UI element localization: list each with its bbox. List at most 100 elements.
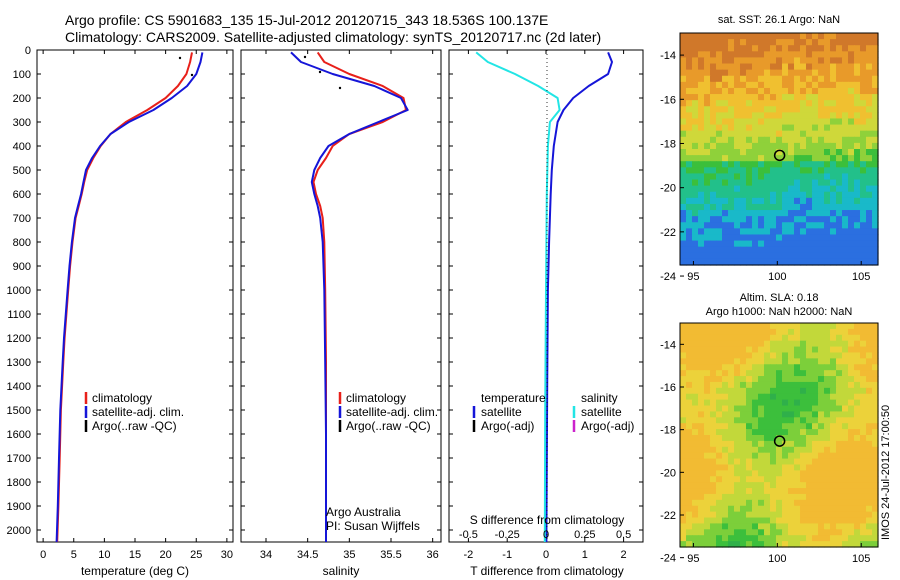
map-cell: [872, 210, 879, 217]
map-cell: [734, 210, 741, 217]
map-cell: [734, 234, 741, 242]
map-cell: [860, 197, 867, 205]
map-cell: [740, 94, 747, 101]
map-cell: [746, 381, 753, 389]
map-cell: [734, 130, 741, 138]
map-cell: [800, 541, 807, 548]
map-cell: [764, 446, 771, 454]
map-cell: [686, 33, 693, 40]
map-cell: [752, 63, 759, 71]
map-cell: [866, 405, 873, 413]
map-cell: [686, 435, 693, 442]
map-cell: [692, 511, 699, 519]
map-cell: [812, 185, 819, 193]
series-line-satellite-adj-clim-: [290, 51, 409, 542]
map-cell: [842, 179, 849, 187]
map-cell: [776, 470, 783, 477]
map-cell: [860, 234, 867, 242]
map-cell: [728, 252, 735, 260]
legend-label-argo: Argo(..raw -QC): [92, 419, 177, 433]
map-cell: [872, 258, 879, 266]
map-cell: [752, 370, 759, 377]
map-cell: [848, 364, 855, 371]
map-cell: [830, 517, 837, 525]
map-cell: [716, 340, 723, 348]
map-cell: [788, 197, 795, 205]
map-cell: [740, 100, 747, 107]
map-cell: [692, 417, 699, 424]
map-cell: [692, 149, 699, 156]
map-cell: [692, 393, 699, 401]
map-cell: [776, 197, 783, 205]
map-cell: [710, 234, 717, 242]
map-cell: [680, 482, 687, 489]
map-cell: [782, 124, 789, 132]
map-cell: [872, 100, 879, 107]
map-cell: [740, 493, 747, 501]
map-cell: [740, 458, 747, 466]
map-cell: [806, 112, 813, 120]
map-cell: [866, 203, 873, 211]
map-cell: [836, 340, 843, 348]
map-cell: [818, 505, 825, 513]
map-cell: [764, 381, 771, 389]
map-cell: [692, 470, 699, 477]
map-cell: [686, 197, 693, 205]
map-cell: [824, 252, 831, 260]
map-cell: [836, 376, 843, 383]
map-cell: [746, 124, 753, 132]
map-cell: [830, 470, 837, 477]
map-cell: [806, 87, 813, 95]
map-cell: [866, 387, 873, 395]
map-cell: [812, 87, 819, 95]
map-cell: [842, 405, 849, 413]
map-cell: [830, 45, 837, 52]
map-cell: [800, 505, 807, 513]
map-cell: [770, 185, 777, 193]
map-cell: [740, 517, 747, 525]
depth-tick-label: 500: [13, 165, 31, 177]
map-cell: [836, 458, 843, 466]
map-cell: [860, 179, 867, 187]
s-tick-label: 0.25: [574, 529, 595, 541]
map-cell: [806, 381, 813, 389]
map-cell: [734, 499, 741, 507]
map-cell: [806, 452, 813, 460]
map-cell: [704, 358, 711, 365]
map-cell: [680, 464, 687, 471]
map-cell: [872, 399, 879, 407]
map-cell: [752, 210, 759, 217]
map-cell: [734, 470, 741, 477]
map-cell: [854, 130, 861, 138]
map-cell: [812, 94, 819, 101]
map-cell: [842, 541, 849, 548]
map-cell: [764, 435, 771, 442]
map-cell: [698, 488, 705, 495]
map-cell: [728, 149, 735, 156]
map-cell: [782, 399, 789, 407]
map-cell: [848, 423, 855, 430]
map-cell: [758, 364, 765, 371]
map-cell: [686, 340, 693, 348]
map-cell: [746, 185, 753, 193]
map-cell: [836, 364, 843, 371]
map-cell: [692, 529, 699, 536]
map-cell: [704, 57, 711, 65]
map-cell: [812, 149, 819, 156]
map-cell: [812, 197, 819, 205]
map-cell: [812, 179, 819, 187]
map-cell: [722, 458, 729, 466]
map-cell: [722, 535, 729, 542]
map-cell: [770, 458, 777, 466]
map-cell: [704, 136, 711, 144]
map-cell: [716, 258, 723, 266]
map-cell: [764, 523, 771, 530]
map-cell: [698, 535, 705, 542]
map-cell: [686, 464, 693, 471]
map-cell: [782, 458, 789, 466]
map-cell: [770, 488, 777, 495]
map-cell: [836, 203, 843, 211]
map-cell: [800, 381, 807, 389]
map-cell: [680, 173, 687, 181]
map-cell: [764, 452, 771, 460]
